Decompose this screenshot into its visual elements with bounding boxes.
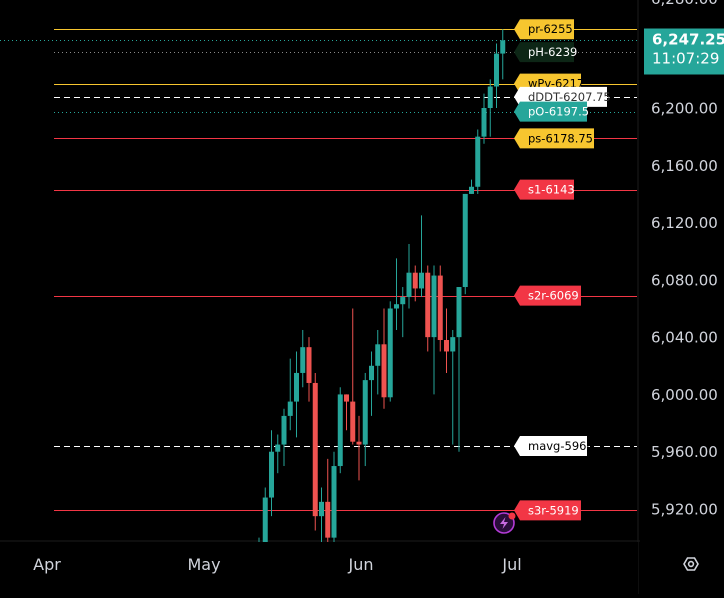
chart-widgets [493, 512, 699, 571]
candle-body [337, 394, 343, 467]
level-tag-ph[interactable]: pH-6239 [514, 42, 577, 63]
time-axis-background [0, 542, 638, 594]
level-tag-s3r[interactable]: s3r-5919 [514, 500, 581, 521]
level-tag-background [514, 500, 581, 521]
candle-body [394, 304, 399, 309]
candle-body [475, 136, 481, 187]
candle-body [462, 193, 468, 288]
level-tag-label: s2r-6069 [528, 289, 579, 303]
candle-body [494, 53, 499, 87]
candle-body [344, 394, 349, 402]
candle-body [387, 308, 393, 398]
candle-body [419, 272, 424, 289]
alert-dot [508, 512, 516, 520]
time-tick-label: Jun [348, 555, 374, 574]
level-tag-s2r[interactable]: s2r-6069 [514, 285, 581, 306]
price-axis-background [640, 0, 724, 594]
lightning-bolt-glyph [500, 517, 508, 529]
time-tick-label: Jul [501, 555, 521, 574]
candle-body [431, 275, 437, 338]
candle-body [269, 451, 274, 498]
level-tag-label: pH-6239 [528, 45, 577, 59]
time-tick-label: Apr [33, 555, 61, 574]
candle-body [300, 347, 306, 373]
level-tag-background [514, 101, 587, 122]
current-price-value: 6,247.25 [652, 31, 724, 49]
level-tag-label: pr-6255 [528, 22, 573, 36]
price-tick-label: 6,000.00 [651, 386, 718, 404]
level-tag-mavg[interactable]: mavg-5964 [514, 435, 594, 456]
level-tag-background [514, 179, 574, 200]
candle-body [294, 372, 299, 402]
level-tag-pr[interactable]: pr-6255 [514, 19, 574, 40]
candle-body [412, 272, 418, 289]
candles [0, 29, 638, 594]
candle-body [262, 497, 268, 545]
candle-body [356, 441, 362, 445]
candle-body [500, 40, 506, 54]
candle-body [350, 401, 356, 442]
settings-gear-outline [683, 557, 699, 571]
level-tag-label: dDDT-6207.75 [528, 90, 611, 104]
price-tick-label: 6,160.00 [651, 157, 718, 175]
price-axis-top-label: 6,280.00 [651, 0, 718, 8]
candle-body [450, 337, 456, 352]
candle-body [319, 501, 324, 517]
bar-countdown: 11:07:29 [652, 50, 719, 68]
price-tick-label: 6,120.00 [651, 214, 718, 232]
candle-body [325, 501, 331, 538]
candle-body [481, 108, 487, 137]
lightning-alert-icon[interactable] [493, 512, 516, 534]
candle-body [400, 297, 406, 305]
level-tag-background [514, 435, 587, 456]
level-tag-label: s3r-5919 [528, 503, 579, 517]
candle-body [456, 287, 462, 338]
level-tag-po[interactable]: pO-6197.5 [514, 101, 589, 122]
level-tags: pr-6255pH-6239wPv-6217dDDT-6207.75pO-619… [514, 19, 611, 521]
level-tag-label: pO-6197.5 [528, 105, 589, 119]
candle-body [406, 272, 412, 298]
time-axis[interactable]: Apr May Jun Jul [33, 555, 522, 574]
candle-body [381, 344, 387, 398]
level-tag-label: mavg-5964 [528, 439, 594, 453]
level-tag-background [514, 19, 574, 40]
candle-body [331, 466, 337, 538]
candle-body [362, 380, 368, 445]
price-axis[interactable]: 6,280.00 5,920.00 5,960.00 6,000.00 6,040.00… [640, 0, 724, 594]
price-tick-label: 6,040.00 [651, 329, 718, 347]
level-tag-label: ps-6178.75 [528, 131, 593, 145]
level-tag-ps[interactable]: ps-6178.75 [514, 128, 594, 149]
level-tag-background [514, 128, 594, 149]
candle-body [369, 365, 374, 381]
candle-body [375, 344, 381, 366]
current-price-badge-bg [644, 28, 724, 75]
price-tick-label: 6,200.00 [651, 100, 718, 118]
settings-gear-icon[interactable] [683, 557, 699, 571]
candle-body [281, 415, 287, 445]
price-tick-label: 6,080.00 [651, 271, 718, 289]
candle-body [487, 86, 493, 108]
level-tag-s1[interactable]: s1-6143 [514, 179, 575, 200]
candle-body [275, 444, 281, 452]
price-tick-label: 5,960.00 [651, 443, 718, 461]
level-tag-background [514, 285, 581, 306]
candle-body [306, 347, 312, 383]
candle-body [469, 186, 474, 194]
candle-body [425, 272, 431, 338]
candle-body [437, 275, 443, 341]
level-tag-background [514, 42, 574, 63]
settings-gear-center [687, 560, 695, 568]
price-tick-label: 5,920.00 [651, 501, 718, 519]
level-tag-label: s1-6143 [528, 183, 575, 197]
candle-body [444, 340, 449, 352]
candle-body [287, 401, 293, 416]
candle-body [312, 382, 318, 517]
time-tick-label: May [187, 555, 220, 574]
